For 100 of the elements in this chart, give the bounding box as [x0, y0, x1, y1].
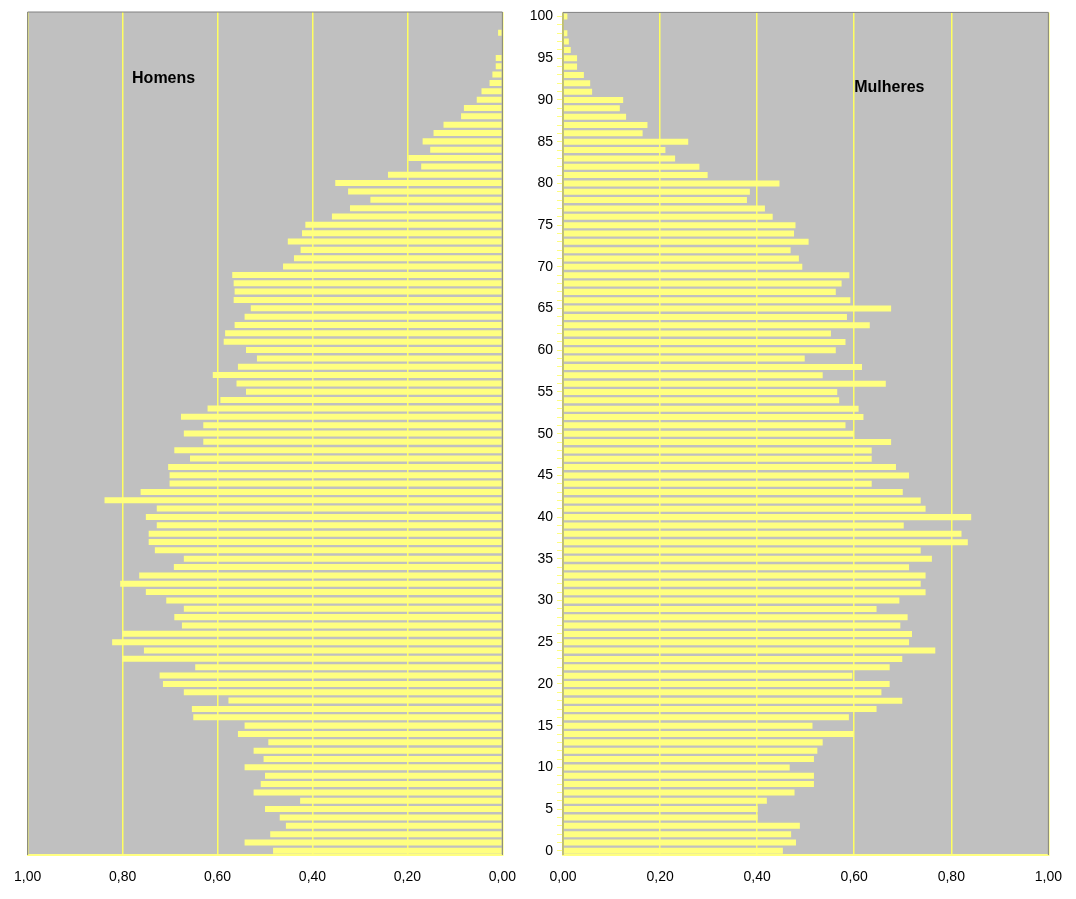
x-tick-label: 0,60 [840, 868, 869, 885]
x-tick-label: 0,40 [298, 868, 327, 885]
bar [270, 831, 502, 838]
bar [207, 405, 502, 412]
y-tick-label: 95 [537, 49, 554, 66]
bar [563, 347, 836, 354]
y-tick-label: 5 [545, 799, 554, 816]
bar [563, 172, 708, 179]
bar [191, 705, 502, 712]
bar [563, 655, 903, 662]
bar [300, 246, 502, 253]
bar [260, 781, 502, 788]
x-tick-label: 0,00 [488, 868, 517, 885]
bar [263, 756, 502, 763]
text: Homens [132, 69, 196, 87]
bar [244, 313, 502, 320]
bar [563, 714, 849, 721]
bar [244, 839, 502, 846]
y-tick-label: 50 [537, 424, 554, 441]
bar [563, 422, 846, 429]
bar [489, 79, 502, 86]
bar [563, 605, 877, 612]
bar [169, 480, 502, 487]
bar [563, 288, 836, 295]
bar [331, 213, 502, 220]
bar [225, 330, 502, 337]
bar [148, 530, 502, 537]
bar [563, 297, 851, 304]
bar [563, 505, 926, 512]
y-tick-label: 80 [537, 174, 554, 191]
bar [563, 572, 926, 579]
bar [237, 730, 502, 737]
bar [430, 146, 502, 153]
bar [563, 338, 846, 345]
bar [203, 422, 502, 429]
bar [293, 255, 502, 262]
bar [244, 722, 502, 729]
bar [563, 806, 758, 813]
y-tick-label: 35 [537, 549, 554, 566]
bar [563, 163, 700, 170]
bar [563, 247, 791, 254]
bar [492, 71, 502, 78]
x-tick-label: 0,20 [646, 868, 674, 885]
x-tick-label: 0,80 [937, 868, 966, 885]
bar [563, 464, 896, 471]
bar [563, 589, 926, 596]
bar [139, 572, 502, 579]
bar [433, 130, 502, 137]
bar [563, 831, 792, 838]
bar [563, 280, 842, 287]
bar [563, 272, 850, 279]
bar [481, 88, 502, 95]
y-tick-label: 15 [537, 716, 554, 733]
bar [563, 255, 799, 262]
y-tick-label: 90 [537, 90, 554, 107]
bar [563, 664, 890, 671]
bar [193, 714, 502, 721]
bar [563, 797, 767, 804]
bar [563, 455, 872, 462]
bar [422, 138, 502, 145]
y-tick-label: 65 [537, 299, 554, 316]
bar [563, 497, 921, 504]
bar [148, 539, 502, 546]
bar [183, 430, 502, 437]
bar [563, 122, 648, 129]
bar [563, 414, 864, 421]
bar [348, 188, 502, 195]
bar [563, 672, 853, 679]
bar [563, 764, 790, 771]
y-tick-label: 20 [537, 674, 554, 691]
bar [370, 196, 502, 203]
bar [563, 731, 854, 738]
bar [563, 522, 904, 529]
bar [228, 697, 502, 704]
bar [166, 597, 502, 604]
bar [563, 238, 809, 245]
bar [563, 263, 803, 270]
bar [120, 580, 502, 587]
bar [563, 689, 882, 696]
bar [349, 205, 502, 212]
bar [285, 822, 502, 829]
bar [256, 355, 502, 362]
bar [145, 589, 502, 596]
bar [387, 171, 502, 178]
bar [156, 505, 502, 512]
bar [563, 88, 593, 95]
bar [563, 205, 765, 212]
bar [563, 113, 627, 120]
bar [408, 155, 502, 162]
bar [563, 55, 578, 62]
x-tick-label: 0,00 [549, 868, 577, 885]
bar [563, 71, 584, 78]
bar [563, 130, 643, 137]
bar [183, 605, 502, 612]
bar [563, 472, 910, 479]
bar [563, 680, 890, 687]
bar [563, 380, 886, 387]
y-tick-label: 100 [529, 7, 554, 24]
bar [563, 313, 847, 320]
bar [563, 355, 805, 362]
